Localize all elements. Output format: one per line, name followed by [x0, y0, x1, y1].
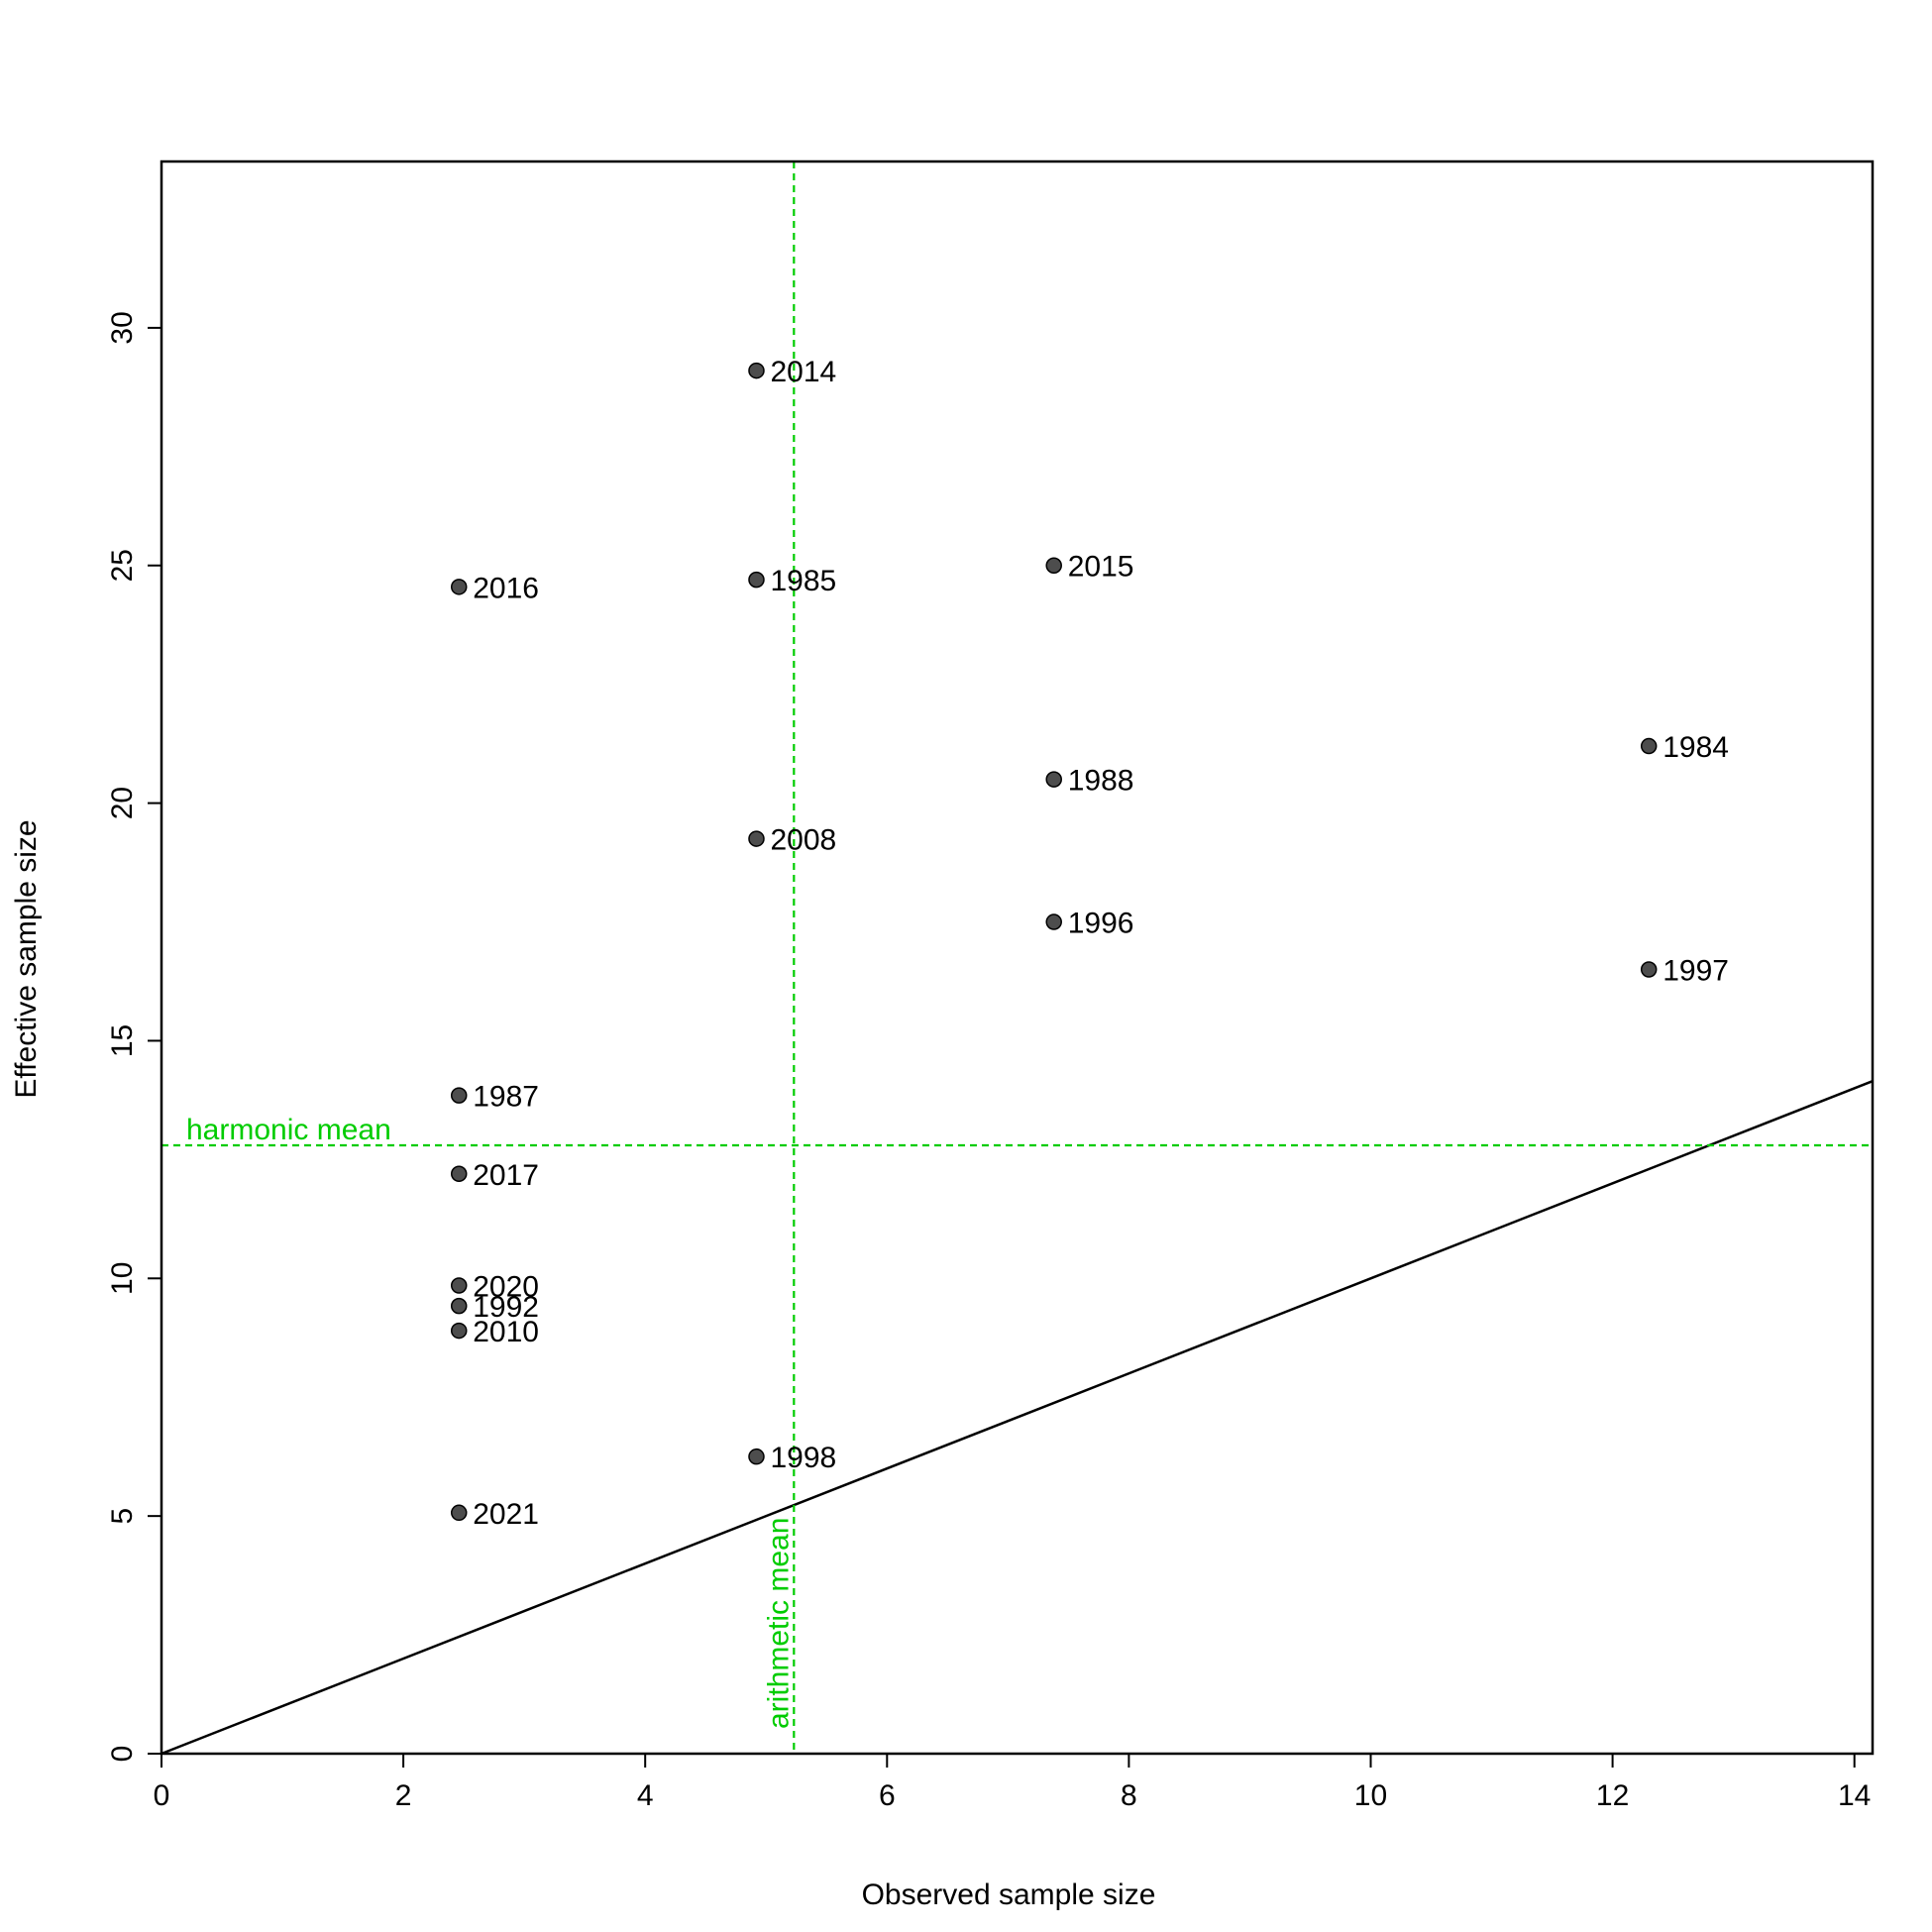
x-tick-label: 0: [154, 1779, 170, 1812]
data-point-1987: [450, 1087, 468, 1104]
x-tick-label: 8: [1121, 1779, 1137, 1812]
point-label-2015: 2015: [1068, 551, 1134, 584]
point-label-2020: 2020: [473, 1270, 539, 1303]
point-label-2008: 2008: [770, 824, 836, 857]
point-label-2014: 2014: [770, 356, 836, 388]
y-tick-label: 25: [106, 549, 139, 582]
point-label-1987: 1987: [473, 1081, 539, 1114]
y-tick-label: 0: [106, 1746, 139, 1763]
x-tick-label: 12: [1596, 1779, 1629, 1812]
arithmetic-mean-label: arithmetic mean: [762, 1518, 795, 1729]
data-point-2016: [450, 579, 468, 595]
y-tick-label: 15: [106, 1024, 139, 1057]
point-label-1984: 1984: [1663, 731, 1729, 764]
point-label-2010: 2010: [473, 1316, 539, 1348]
y-tick-label: 5: [106, 1508, 139, 1525]
point-label-1998: 1998: [770, 1442, 836, 1474]
x-axis-title: Observed sample size: [862, 1878, 1156, 1911]
data-point-1984: [1640, 737, 1658, 755]
point-label-2021: 2021: [473, 1498, 539, 1531]
data-point-2021: [450, 1504, 468, 1522]
data-point-2017: [450, 1165, 468, 1183]
point-label-1992: 1992: [473, 1291, 539, 1324]
y-tick-label: 10: [106, 1262, 139, 1295]
data-point-2015: [1045, 557, 1062, 574]
y-tick-label: 20: [106, 787, 139, 819]
y-tick-label: 30: [106, 311, 139, 344]
data-point-2008: [748, 830, 765, 847]
point-label-1996: 1996: [1068, 908, 1134, 940]
data-point-2020: [450, 1277, 468, 1294]
x-tick-label: 10: [1354, 1779, 1387, 1812]
data-point-2010: [450, 1322, 468, 1340]
x-tick-label: 6: [879, 1779, 896, 1812]
point-label-1985: 1985: [770, 565, 836, 597]
y-axis: 0 5 10 15 20 25 30: [106, 311, 161, 1762]
point-label-2016: 2016: [473, 572, 539, 604]
reference-lines-layer: arithmetic mean harmonic mean: [161, 161, 1874, 1756]
point-label-1988: 1988: [1068, 765, 1134, 798]
y-axis-title: Effective sample size: [10, 819, 43, 1098]
harmonic-mean-label: harmonic mean: [186, 1114, 391, 1146]
x-tick-label: 4: [637, 1779, 654, 1812]
data-point-1988: [1045, 771, 1062, 788]
plot-frame: [160, 160, 1875, 1756]
data-point-1992: [450, 1297, 468, 1315]
x-tick-label: 2: [395, 1779, 412, 1812]
data-point-1996: [1045, 913, 1062, 930]
data-point-1998: [748, 1448, 765, 1465]
point-label-1997: 1997: [1663, 954, 1729, 987]
x-axis: 0 2 4 6 8 10 12 14: [154, 1754, 1871, 1812]
point-labels-layer: 1984 1985 1987 1988 1992 1996 1997 1998 2008 2010…: [473, 356, 1729, 1531]
data-point-1985: [748, 571, 765, 589]
identity-line: [161, 1080, 1874, 1756]
data-point-1997: [1640, 961, 1658, 978]
x-tick-label: 14: [1838, 1779, 1871, 1812]
points-layer: [450, 362, 1658, 1522]
data-point-2014: [748, 362, 765, 379]
point-label-2017: 2017: [473, 1159, 539, 1192]
